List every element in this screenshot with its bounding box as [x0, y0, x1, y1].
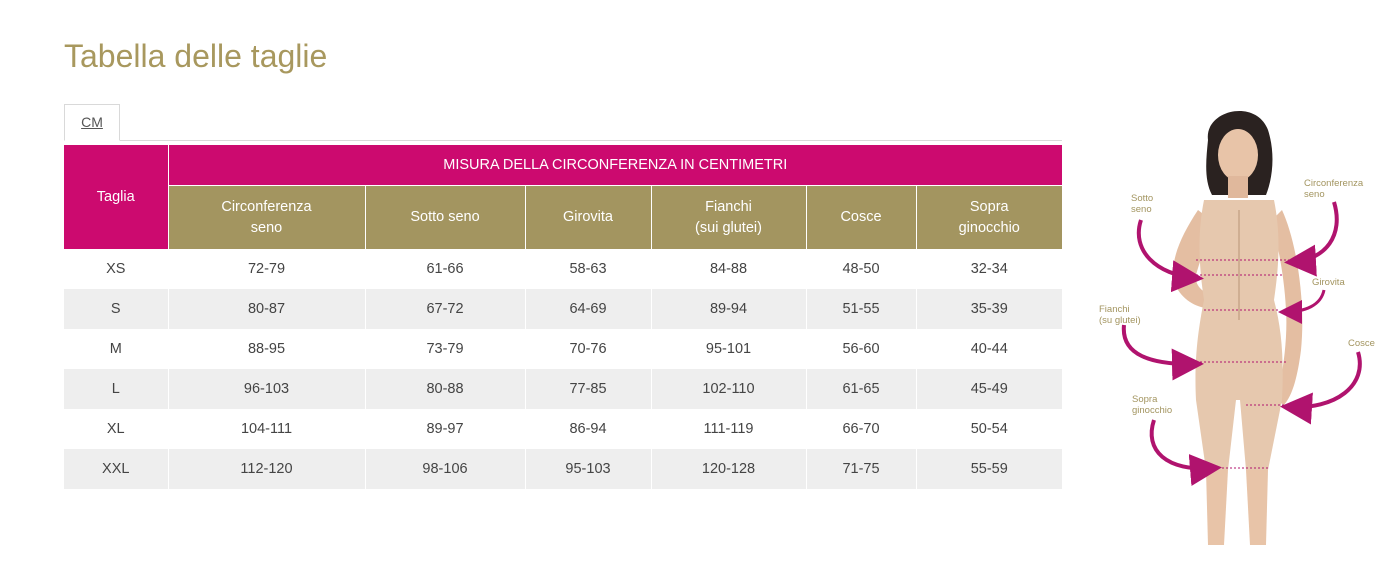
measurement-cell: 120-128 [651, 449, 807, 489]
column-header-line2: seno [250, 219, 283, 236]
label-fianchi-2: (su glutei) [1099, 315, 1141, 326]
measurement-cell: 96-103 [168, 369, 366, 409]
label-sopra-ginocchio-2: ginocchio [1132, 405, 1172, 416]
measurement-cell: 104-111 [168, 409, 366, 449]
measurement-cell: 64-69 [525, 289, 652, 329]
label-girovita: Girovita [1312, 277, 1345, 288]
measurement-column-header: Circonferenza seno [168, 185, 366, 249]
sotto-seno-arrow-icon [1136, 219, 1204, 293]
size-cell: S [64, 289, 169, 329]
measurement-column-header: Sopra ginocchio [916, 185, 1062, 249]
measurement-cell: 84-88 [651, 249, 807, 289]
measurement-cell: 70-76 [525, 329, 652, 369]
label-circonferenza-seno: Circonferenza [1304, 178, 1364, 189]
measurement-cell: 50-54 [970, 421, 1008, 437]
tab-cm[interactable]: CM [64, 104, 120, 141]
cosce-arrow-icon [1280, 351, 1362, 425]
size-cell: M [64, 329, 169, 369]
measurement-cell: 55-59 [916, 449, 1062, 489]
unit-tabs: CM [64, 104, 1062, 141]
label-cosce: Cosce [1348, 338, 1375, 349]
size-column-header: Taglia [64, 145, 169, 249]
label-circonferenza-seno-2: seno [1304, 189, 1325, 200]
size-cell: XXL [64, 449, 169, 489]
table-row: XL 104-111 89-97 86-94 111-119 66-70 50-54 [64, 409, 1062, 449]
measurement-cell: 56-60 [806, 329, 917, 369]
column-header-line1: Circonferenza [221, 198, 312, 215]
column-header-line2: ginocchio [958, 219, 1020, 236]
sopra-ginocchio-arrow-icon [1149, 419, 1222, 486]
measurement-cell: 95-101 [651, 329, 807, 369]
measurement-column-header: Sotto seno [365, 185, 526, 249]
measurement-cell: 48-50 [806, 249, 917, 289]
girovita-arrow-icon [1278, 289, 1326, 324]
measurement-cell: 51-55 [806, 289, 917, 329]
measurement-cell: 35-39 [916, 289, 1062, 329]
table-row: L 96-103 80-88 77-85 102-110 61-65 45-49 [64, 369, 1062, 409]
measurement-header-row: Circonferenza seno Sotto seno Girovita Fianc… [64, 185, 1062, 249]
measurement-cell: 73-79 [365, 329, 526, 369]
label-sopra-ginocchio: Sopra [1132, 394, 1158, 405]
size-rows: XS 72-79 61-66 58-63 84-88 48-50 32-34 S 80-87 67… [64, 249, 1062, 489]
label-sotto-seno-2: seno [1131, 204, 1152, 215]
measurement-cell: 88-95 [168, 329, 366, 369]
measurement-cell: 71-75 [806, 449, 917, 489]
column-header-line1: Cosce [840, 209, 882, 226]
measurement-cell: 58-63 [525, 249, 652, 289]
measurement-cell: 89-97 [365, 409, 526, 449]
size-cell: XS [64, 249, 169, 289]
measurement-column-header: Cosce [806, 185, 917, 249]
fianchi-arrow-icon [1121, 324, 1204, 381]
size-cell: XL [64, 409, 169, 449]
body-measurement-illustration: Sotto seno Circonferenza seno Girovita F… [1096, 100, 1384, 550]
measurement-cell: 40-44 [970, 341, 1008, 357]
column-header-line1: Sopra [969, 198, 1009, 215]
circ-seno-arrow-icon [1284, 201, 1339, 277]
page-title: Tabella delle taglie [64, 38, 328, 74]
table-row: XXL 112-120 98-106 95-103 120-128 71-75 55-59 [64, 449, 1062, 489]
measurement-cell: 80-88 [365, 369, 526, 409]
measurement-cell: 67-72 [365, 289, 526, 329]
label-fianchi: Fianchi [1099, 304, 1130, 315]
column-header-line1: Girovita [563, 209, 613, 226]
measurement-cell: 72-79 [168, 249, 366, 289]
model-figure: Sotto seno Circonferenza seno Girovita F… [1099, 111, 1375, 545]
measurement-super-header: MISURA DELLA CIRCONFERENZA IN CENTIMETRI [168, 145, 1062, 187]
table-row: M 88-95 73-79 70-76 95-101 56-60 40-44 [64, 329, 1062, 369]
measurement-cell: 111-119 [651, 409, 807, 449]
measurement-cell: 95-103 [525, 449, 652, 489]
measurement-cell: 86-94 [525, 409, 652, 449]
measurement-cell: 32-34 [970, 261, 1008, 277]
measurement-column-header: Fianchi (sui glutei) [651, 185, 807, 249]
measurement-cell: 112-120 [168, 449, 366, 489]
column-header-line2: (sui glutei) [695, 219, 762, 236]
measurement-cell: 66-70 [806, 409, 917, 449]
measurement-cell: 98-106 [365, 449, 526, 489]
measurement-cell: 61-65 [806, 369, 917, 409]
measurement-cell: 45-49 [916, 369, 1062, 409]
measurement-cell: 89-94 [651, 289, 807, 329]
measurement-cell: 80-87 [168, 289, 366, 329]
label-sotto-seno: Sotto [1131, 193, 1153, 204]
measurement-cell: 77-85 [525, 369, 652, 409]
measurement-cell: 61-66 [365, 249, 526, 289]
measurement-column-header: Girovita [525, 185, 652, 249]
column-header-line1: Sotto seno [410, 209, 480, 226]
column-header-line1: Fianchi [705, 198, 752, 215]
table-row: S 80-87 67-72 64-69 89-94 51-55 35-39 [64, 289, 1062, 329]
size-chart-table: Taglia MISURA DELLA CIRCONFERENZA IN CEN… [64, 145, 1062, 489]
size-cell: L [64, 369, 169, 409]
measurement-cell: 102-110 [651, 369, 807, 409]
table-row: XS 72-79 61-66 58-63 84-88 48-50 32-34 [64, 249, 1062, 289]
